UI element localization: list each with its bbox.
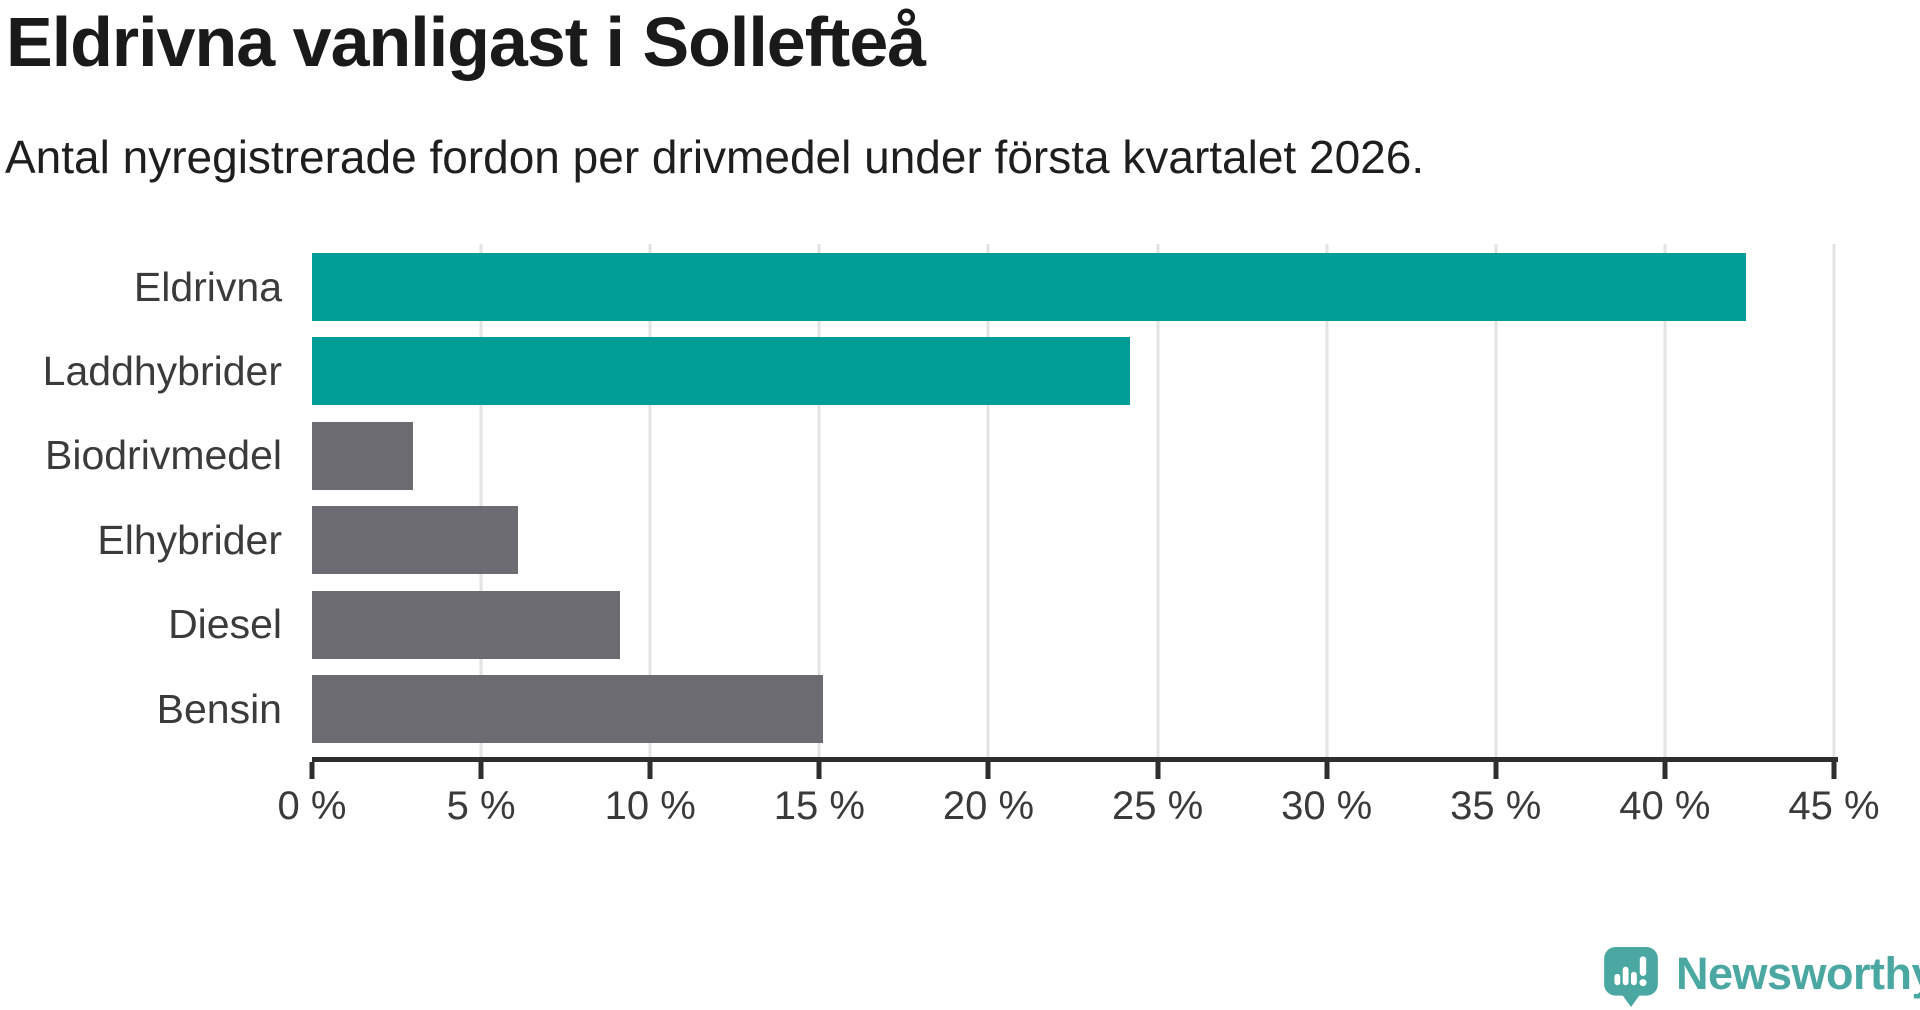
gridlines [312, 244, 1836, 757]
newsworthy-logo-text: Newsworthy [1676, 947, 1920, 999]
gridline [479, 244, 483, 757]
x-tick-label: 25 % [1111, 784, 1204, 828]
newsworthy-logo: Newsworthy [1602, 946, 1920, 1008]
bar [312, 590, 620, 659]
x-tick-label: 30 % [1281, 784, 1373, 828]
bar [312, 337, 1131, 406]
gridline [1156, 244, 1160, 757]
x-tick [647, 762, 653, 779]
category-label: Biodrivmedel [45, 432, 282, 479]
gridline [648, 244, 652, 757]
category-label: Diesel [168, 601, 282, 648]
category-label: Laddhybrider [42, 347, 282, 394]
x-tick-label: 5 % [446, 784, 516, 828]
x-tick [1324, 762, 1330, 779]
x-tick-label: 40 % [1619, 784, 1711, 828]
newsworthy-logo-icon [1604, 947, 1658, 1007]
category-label: Eldrivna [133, 263, 282, 310]
x-tick [816, 762, 822, 779]
x-tick [985, 762, 991, 779]
bar [312, 675, 823, 743]
gridline [817, 244, 821, 757]
bars-layer [312, 0, 1834, 1010]
x-tick-label: 20 % [942, 784, 1035, 828]
gridline [1663, 244, 1667, 757]
x-tick [1155, 762, 1161, 779]
gridline [1325, 244, 1329, 757]
x-tick [1662, 762, 1668, 779]
chart-title: Eldrivna vanligast i Sollefteå [6, 3, 926, 81]
chart-subtitle: Antal nyregistrerade fordon per drivmede… [5, 131, 1425, 183]
gridline [1832, 244, 1836, 757]
category-label: Bensin [156, 685, 282, 732]
x-tick-label: 45 % [1788, 784, 1880, 828]
x-tick-label: 10 % [604, 784, 696, 828]
bar [312, 421, 414, 490]
gridline [1494, 244, 1498, 757]
x-tick [309, 762, 315, 779]
x-axis-line [312, 757, 1838, 762]
x-tick-label: 15 % [773, 784, 865, 828]
x-tick [1831, 762, 1837, 779]
bar [312, 253, 1747, 321]
bar [312, 506, 519, 575]
x-tick-label: 35 % [1450, 784, 1542, 828]
x-tick [1493, 762, 1499, 779]
gridline [986, 244, 990, 757]
x-tick-label: 0 % [277, 784, 347, 828]
category-label: Elhybrider [97, 516, 282, 563]
x-tick [478, 762, 484, 779]
